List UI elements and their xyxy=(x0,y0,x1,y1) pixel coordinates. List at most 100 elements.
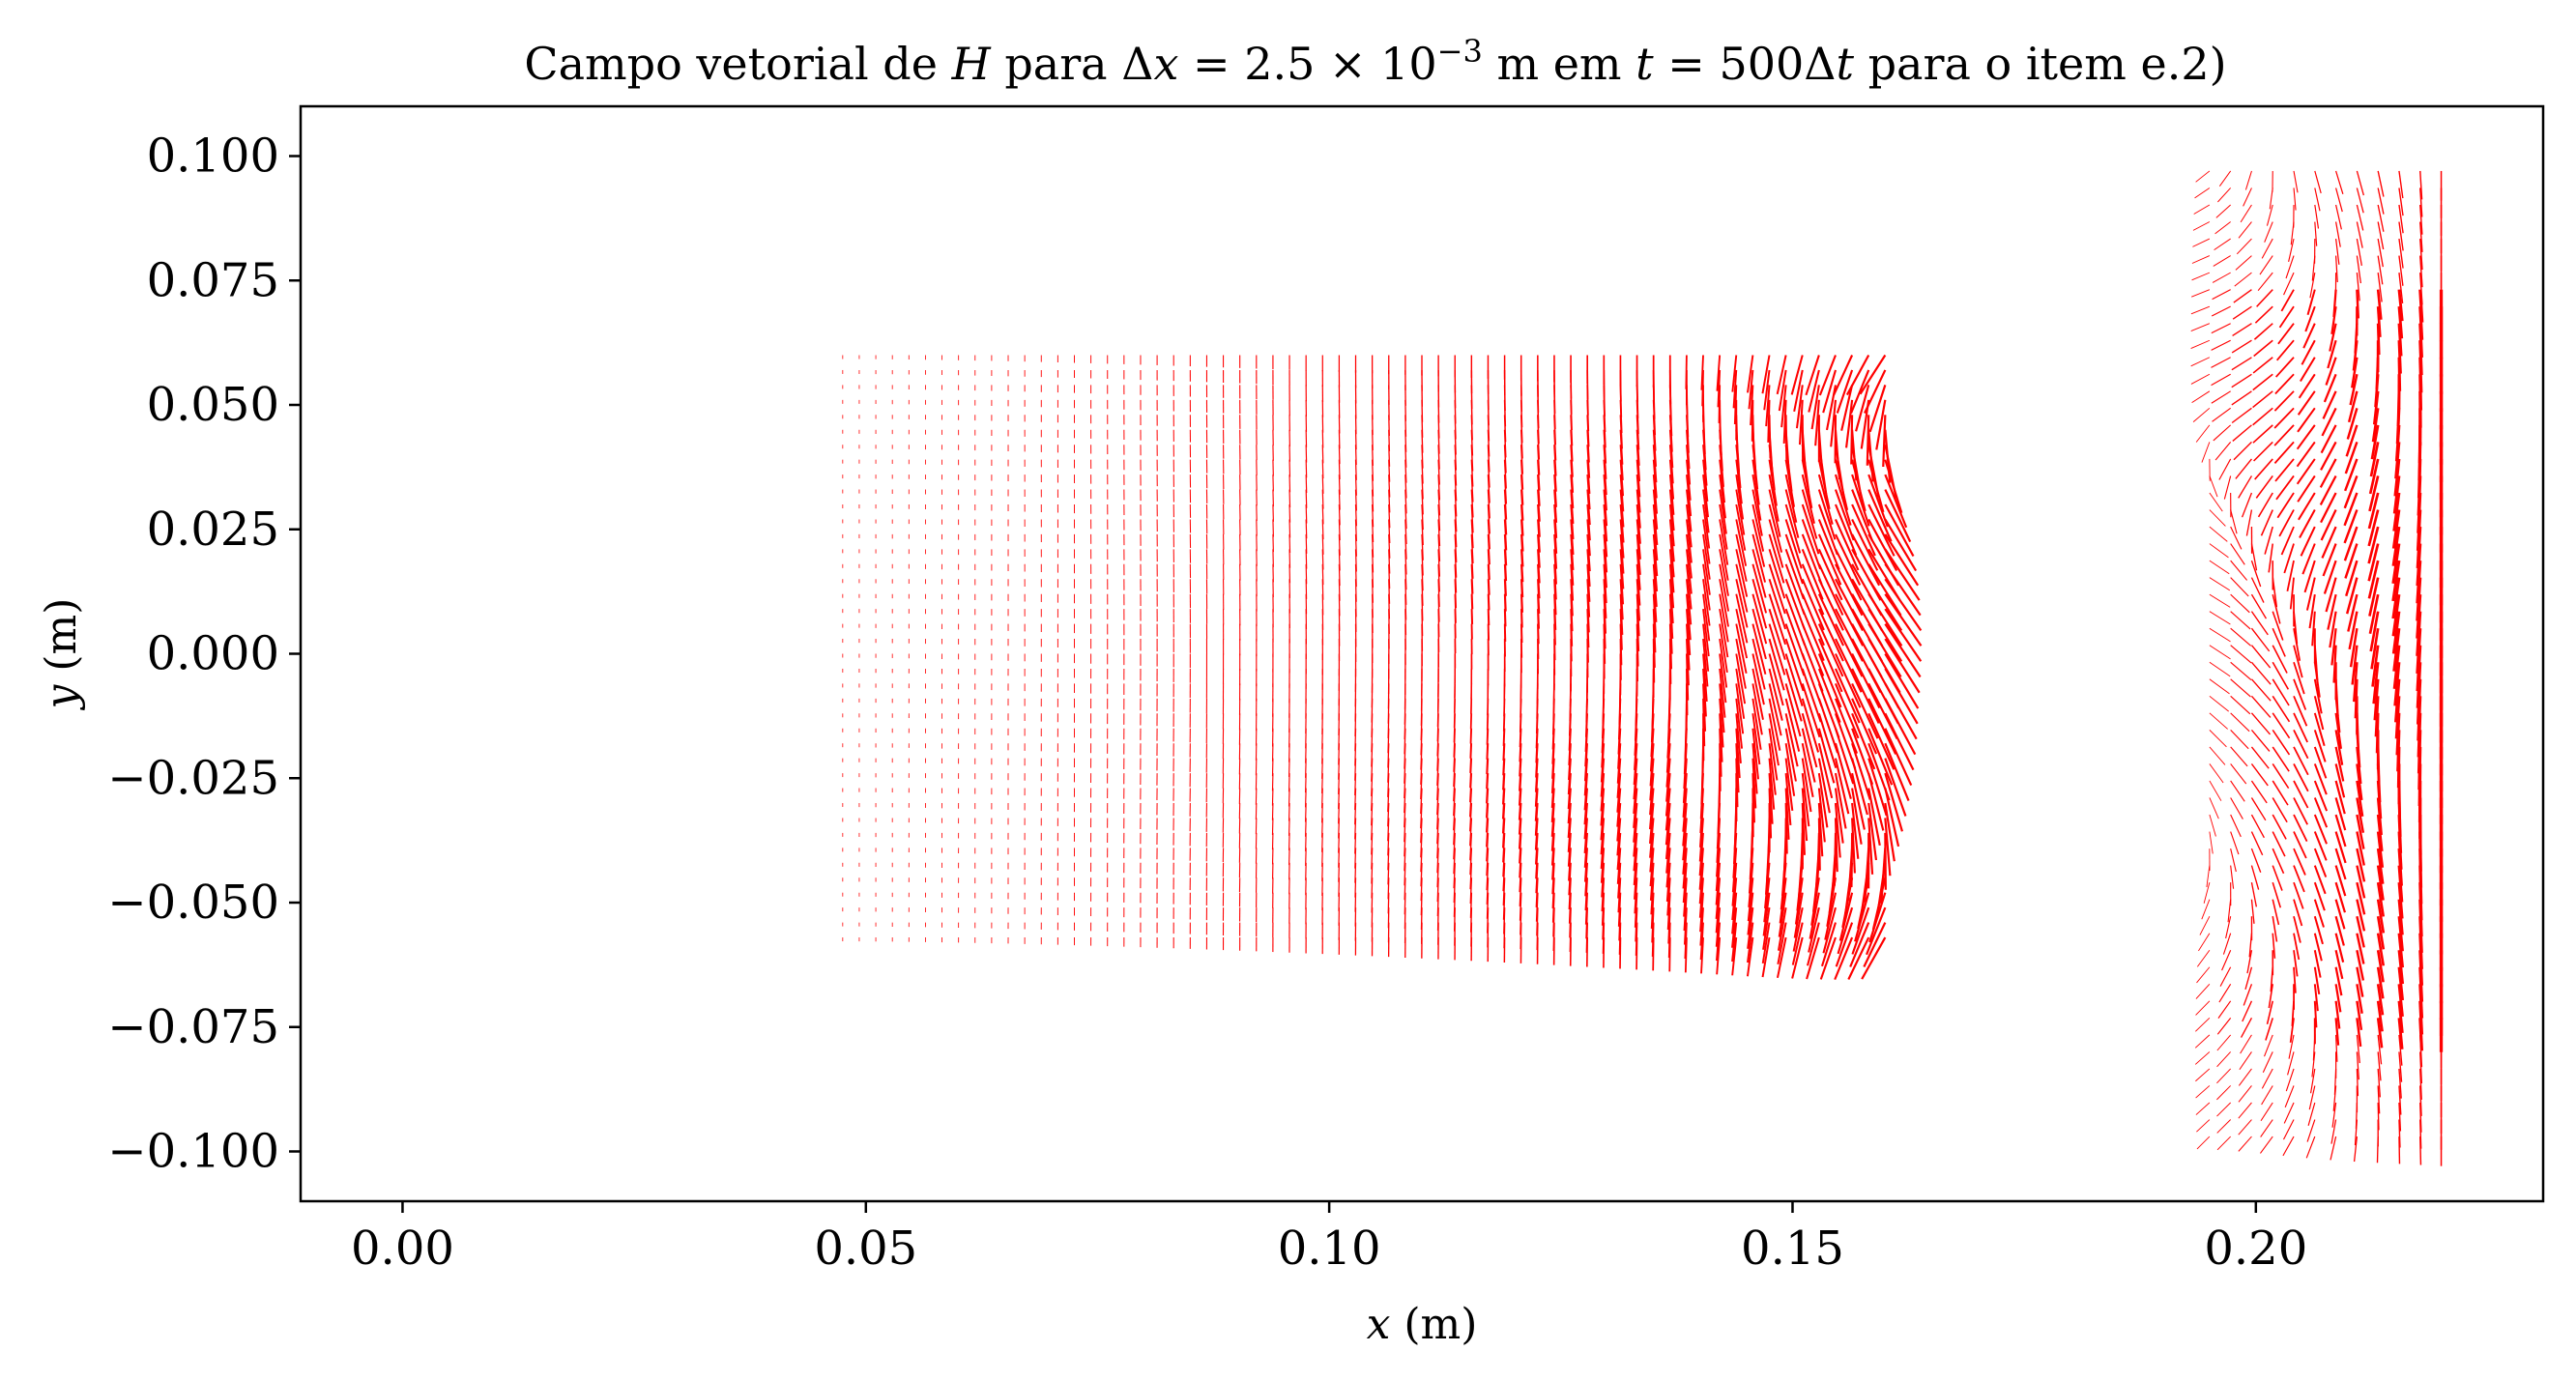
field-arrow xyxy=(1884,548,1921,601)
field-arrow xyxy=(1784,698,1801,752)
field-arrow xyxy=(2209,712,2228,730)
field-arrow xyxy=(1851,802,1860,859)
field-arrow xyxy=(2313,678,2323,714)
field-arrow xyxy=(2293,645,2303,678)
field-arrow xyxy=(2329,611,2337,648)
field-arrow xyxy=(2305,1136,2316,1159)
field-arrow xyxy=(1777,922,1787,964)
field-arrow xyxy=(2323,560,2337,594)
field-arrow xyxy=(2250,627,2271,652)
field-arrow xyxy=(1635,533,1641,575)
field-arrow xyxy=(2273,424,2295,446)
field-arrow xyxy=(1649,773,1655,816)
field-arrow xyxy=(2297,390,2316,416)
field-arrow xyxy=(1567,802,1572,839)
field-arrow xyxy=(1537,593,1541,629)
field-arrow xyxy=(1702,638,1709,687)
field-arrow xyxy=(2192,408,2211,422)
field-arrow xyxy=(1469,832,1473,861)
field-arrow xyxy=(1735,549,1749,597)
field-arrow xyxy=(2313,730,2327,762)
field-arrow xyxy=(2250,695,2272,718)
field-arrow xyxy=(2209,611,2231,625)
field-arrow xyxy=(1822,906,1837,954)
field-arrow xyxy=(2199,915,2211,935)
field-arrow xyxy=(2313,915,2324,945)
field-arrow xyxy=(1520,519,1524,552)
field-arrow xyxy=(2319,474,2337,505)
x-tick-label: 0.00 xyxy=(351,1222,454,1276)
field-arrow xyxy=(2371,645,2380,687)
field-arrow xyxy=(1817,608,1844,662)
field-arrow xyxy=(2212,407,2231,422)
field-arrow xyxy=(1751,713,1761,765)
field-arrow xyxy=(2398,1068,2402,1099)
field-arrow xyxy=(2283,543,2295,574)
field-arrow xyxy=(2397,1000,2404,1034)
field-arrow xyxy=(1817,474,1834,525)
field-arrow xyxy=(2250,797,2267,821)
field-arrow xyxy=(1859,354,1887,395)
field-arrow xyxy=(1735,563,1749,613)
field-arrow xyxy=(1518,802,1522,835)
field-arrow xyxy=(2214,442,2232,461)
field-arrow xyxy=(2356,273,2360,302)
field-arrow xyxy=(2196,966,2211,984)
field-arrow xyxy=(1502,832,1506,863)
field-arrow xyxy=(2313,746,2328,779)
field-arrow xyxy=(2250,814,2265,839)
vector-field-arrows xyxy=(842,170,2444,1166)
field-arrow xyxy=(2191,390,2211,404)
field-arrow xyxy=(2343,492,2359,527)
field-arrow xyxy=(1735,668,1746,719)
field-arrow xyxy=(1502,877,1506,906)
field-arrow xyxy=(1668,563,1675,609)
field-arrow xyxy=(1817,533,1842,586)
title-var-t2: t xyxy=(1836,38,1854,90)
field-arrow xyxy=(2260,1119,2273,1137)
field-arrow xyxy=(2236,238,2252,255)
field-arrow xyxy=(1784,593,1806,646)
field-arrow xyxy=(2376,984,2385,1016)
field-arrow xyxy=(2347,390,2359,423)
field-arrow xyxy=(1851,698,1878,755)
field-arrow xyxy=(2238,1085,2252,1103)
field-arrow xyxy=(1635,907,1638,942)
field-arrow xyxy=(2376,323,2381,356)
field-arrow xyxy=(2334,797,2347,831)
field-arrow xyxy=(2216,1051,2232,1068)
field-arrow xyxy=(1619,579,1624,620)
field-arrow xyxy=(2348,611,2359,650)
field-arrow xyxy=(2275,357,2295,378)
field-arrow xyxy=(1801,713,1818,768)
field-arrow xyxy=(1801,743,1814,798)
field-arrow xyxy=(1619,459,1625,497)
field-arrow xyxy=(1834,742,1852,799)
field-arrow xyxy=(1634,892,1638,928)
field-arrow xyxy=(2264,221,2273,243)
field-arrow xyxy=(2240,204,2252,223)
field-arrow xyxy=(1719,668,1726,718)
field-arrow xyxy=(2232,424,2252,442)
field-arrow xyxy=(2356,238,2362,266)
field-arrow xyxy=(1519,862,1522,893)
field-arrow xyxy=(1685,355,1688,389)
field-arrow xyxy=(2198,933,2211,952)
field-arrow xyxy=(1761,936,1771,978)
field-arrow xyxy=(2356,984,2363,1014)
field-arrow xyxy=(1884,728,1913,787)
field-arrow xyxy=(1851,533,1881,587)
field-arrow xyxy=(1850,369,1870,415)
field-arrow xyxy=(1649,848,1655,887)
field-arrow xyxy=(2398,1034,2403,1066)
field-arrow xyxy=(2250,746,2270,769)
field-arrow xyxy=(1735,519,1748,566)
field-arrow xyxy=(1817,563,1844,616)
field-arrow xyxy=(1586,549,1591,588)
field-arrow xyxy=(1686,549,1693,594)
field-arrow xyxy=(1437,563,1440,592)
field-arrow xyxy=(1801,772,1810,827)
field-arrow xyxy=(1683,877,1688,917)
field-arrow xyxy=(1520,563,1524,598)
field-arrow xyxy=(1702,549,1711,595)
